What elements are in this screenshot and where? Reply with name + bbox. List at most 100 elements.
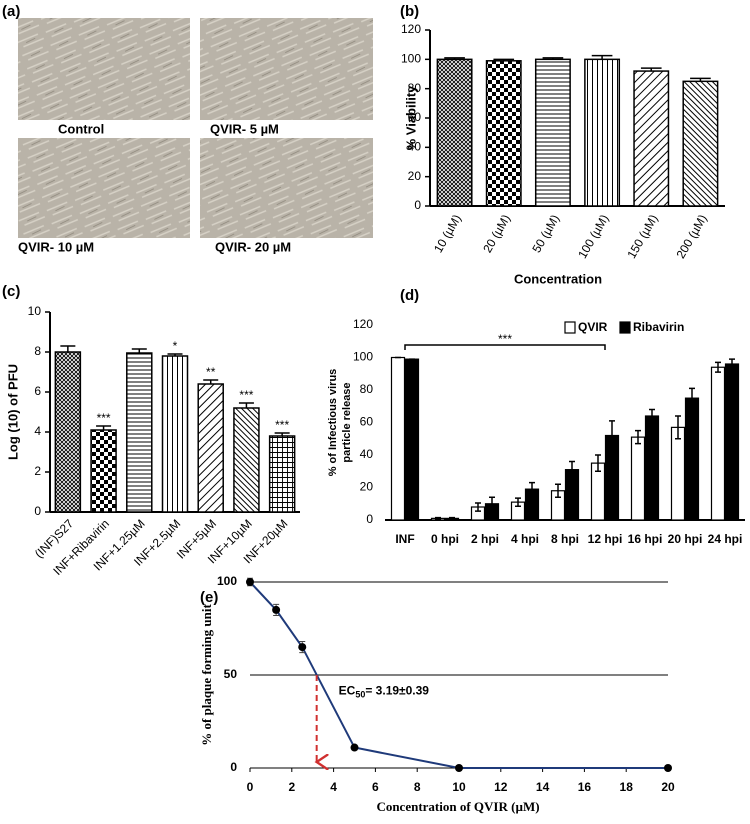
- x-tick-label: 0 hpi: [431, 532, 459, 546]
- legend-swatch: [619, 321, 631, 334]
- x-tick-label: INF: [395, 532, 414, 546]
- error-bar: [690, 77, 711, 82]
- error-bar: [715, 361, 721, 373]
- x-tick-label: 20 hpi: [668, 532, 703, 546]
- bar: [485, 60, 522, 207]
- y-tick-label: 8: [34, 344, 41, 358]
- x-tick-label: 12: [494, 780, 508, 794]
- error-bar: [635, 429, 641, 445]
- y-axis-label: Log (10) of PFU: [5, 364, 20, 460]
- data-point: [455, 764, 463, 772]
- error-bar: [444, 57, 465, 60]
- x-tick-label: 24 hpi: [708, 532, 743, 546]
- x-tick-label: 14: [536, 780, 550, 794]
- error-bar: [675, 415, 681, 440]
- y-tick-label: 40: [360, 447, 374, 461]
- error-bar: [167, 353, 183, 356]
- micrograph: [200, 138, 373, 238]
- micrograph: [200, 18, 373, 120]
- legend-label: Ribavirin: [633, 320, 684, 334]
- error-bar: [595, 454, 601, 472]
- significance-label: *: [173, 339, 178, 353]
- x-tick-label: 2 hpi: [471, 532, 499, 546]
- panel-label: (d): [400, 287, 419, 304]
- x-tick-label: 8 hpi: [551, 532, 579, 546]
- caption: QVIR- 5 µM: [210, 121, 279, 136]
- x-tick-label: 10: [452, 780, 466, 794]
- error-bar: [515, 497, 521, 507]
- y-tick-label: 6: [34, 384, 41, 398]
- y-tick-label: 20: [360, 480, 374, 494]
- data-point: [246, 578, 254, 586]
- y-tick-label: 2: [34, 464, 41, 478]
- y-tick-label: 80: [408, 81, 422, 95]
- error-bar: [449, 516, 455, 520]
- bar: [724, 363, 740, 521]
- micrograph: [18, 138, 190, 238]
- error-bar: [542, 57, 564, 60]
- y-tick-label: 120: [401, 22, 421, 36]
- x-tick-label: 2: [288, 780, 295, 794]
- y-axis-label: % of plaque forming unit: [199, 604, 214, 746]
- panel-label: (b): [400, 3, 419, 20]
- bar: [126, 352, 153, 513]
- bar: [670, 426, 686, 521]
- data-point: [272, 605, 281, 614]
- y-tick-label: 0: [366, 512, 373, 526]
- error-bar: [238, 402, 254, 408]
- x-tick-label: 16 hpi: [628, 532, 663, 546]
- y-tick-label: 100: [217, 574, 237, 588]
- error-bar: [60, 345, 76, 352]
- error-bar: [489, 496, 495, 511]
- x-tick-label: 6: [372, 780, 379, 794]
- error-bar: [131, 348, 147, 353]
- bar: [268, 435, 296, 513]
- bar: [233, 407, 260, 513]
- error-bar: [435, 516, 441, 520]
- y-axis-label: % Viability: [403, 85, 418, 151]
- data-line: [249, 581, 668, 769]
- y-tick-label: 50: [224, 667, 238, 681]
- error-bar: [203, 379, 219, 384]
- error-bar: [475, 502, 481, 512]
- y-axis-label: % of Infectious virus particle release: [327, 369, 353, 477]
- micrograph: [18, 18, 190, 120]
- y-tick-label: 40: [408, 140, 422, 154]
- panel-label: (e): [200, 589, 218, 606]
- x-tick-label: 0: [247, 780, 254, 794]
- ec50-label-sub: 50: [355, 690, 365, 700]
- y-axis-label-line: % of Infectious virus: [327, 369, 339, 477]
- y-tick-label: 0: [34, 504, 41, 518]
- legend-swatch: [564, 321, 576, 334]
- error-bar: [689, 387, 695, 409]
- bar: [644, 415, 660, 521]
- x-tick-label: 12 hpi: [588, 532, 623, 546]
- x-tick-label: 10 (µM): [431, 212, 464, 255]
- x-tick-label: 20: [661, 780, 675, 794]
- bar: [161, 355, 189, 513]
- x-tick-label: 20 (µM): [480, 212, 513, 255]
- x-tick-label: 100 (µM): [575, 212, 611, 261]
- bar: [436, 58, 473, 207]
- x-axis-label: Concentration of QVIR (µM): [376, 799, 539, 814]
- x-tick-label: 16: [578, 780, 592, 794]
- bar: [584, 58, 621, 207]
- significance-label: ***: [498, 332, 512, 346]
- x-tick-label: 18: [620, 780, 634, 794]
- error-bar: [609, 420, 615, 451]
- error-bar: [555, 483, 561, 498]
- x-tick-label: 4: [330, 780, 337, 794]
- x-tick-label: 200 (µM): [674, 212, 710, 261]
- x-tick-label: 4 hpi: [511, 532, 539, 546]
- y-tick-label: 100: [353, 350, 373, 364]
- legend-label: QVIR: [578, 320, 608, 334]
- bar: [633, 70, 670, 207]
- bar: [682, 80, 719, 207]
- bar: [404, 358, 420, 521]
- y-tick-label: 10: [28, 304, 42, 318]
- data-point: [350, 743, 359, 752]
- x-tick-label: 50 (µM): [529, 212, 562, 255]
- ec50-label-part: EC: [339, 684, 356, 698]
- bar: [684, 397, 700, 521]
